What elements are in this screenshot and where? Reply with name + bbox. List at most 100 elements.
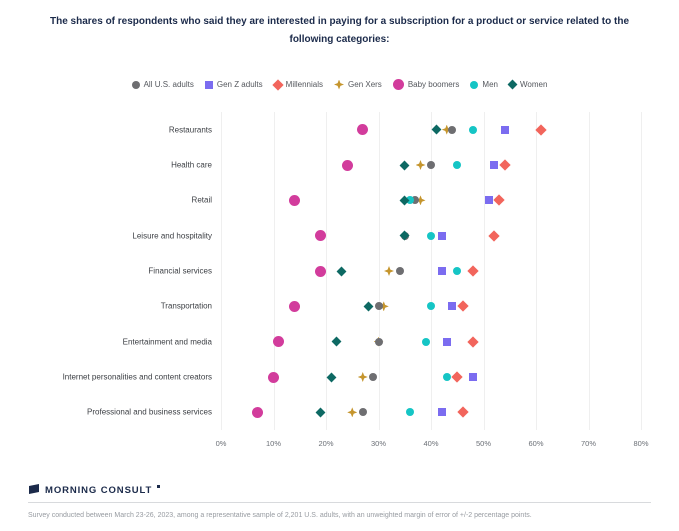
page-title: The shares of respondents who said they … xyxy=(49,16,630,45)
category-label: Internet personalities and content creat… xyxy=(62,372,212,382)
data-point xyxy=(467,265,479,277)
data-point xyxy=(406,408,414,417)
data-point xyxy=(326,372,337,382)
legend-label: Gen Xers xyxy=(348,80,382,89)
legend-item: All U.S. adults xyxy=(131,80,194,89)
square-marker xyxy=(204,80,213,89)
data-point xyxy=(369,373,378,381)
data-point xyxy=(488,229,500,242)
category-label: Professional and business services xyxy=(87,407,212,417)
footer: MORNING CONSULT Survey conducted between… xyxy=(28,484,651,519)
data-point xyxy=(406,196,414,205)
data-point xyxy=(331,336,342,347)
legend-item: Women xyxy=(507,79,548,90)
legend-item: Gen Xers xyxy=(334,79,382,90)
data-point xyxy=(498,159,511,171)
category-label: Health care xyxy=(171,160,212,170)
data-point xyxy=(378,301,389,312)
x-tick-label: 70% xyxy=(580,439,597,448)
circle-marker xyxy=(470,80,479,89)
data-point xyxy=(273,336,285,348)
data-point xyxy=(347,407,358,418)
data-point xyxy=(415,160,426,170)
gridline xyxy=(378,112,380,430)
gridline xyxy=(431,112,432,430)
data-point xyxy=(289,194,300,206)
dot-plot-chart: Restaurants Health care Retail Leisure and … xyxy=(0,112,679,448)
data-point xyxy=(535,123,547,136)
data-point xyxy=(490,161,498,169)
data-point xyxy=(442,373,451,381)
data-point xyxy=(441,124,452,135)
legend-item: Baby boomers xyxy=(392,79,460,90)
logo-text: MORNING CONSULT xyxy=(45,484,153,496)
gridline xyxy=(221,112,222,430)
data-point xyxy=(252,406,264,418)
data-point xyxy=(421,337,430,346)
diamond-marker xyxy=(507,79,518,90)
data-point xyxy=(469,373,477,381)
x-tick-label: 80% xyxy=(633,439,649,448)
circle-marker xyxy=(131,80,140,89)
plot-area: 0% 10% 20% 30% 40% 50% 60% 70% 80% xyxy=(216,112,649,448)
logo-trademark-mark xyxy=(157,485,161,488)
data-point xyxy=(399,160,410,170)
data-point xyxy=(268,371,279,383)
legend-item: Millennials xyxy=(271,78,323,91)
logo-flag-icon xyxy=(29,484,39,494)
data-point xyxy=(357,124,369,136)
category-label: Financial services xyxy=(148,266,212,276)
category-label: Retail xyxy=(191,195,212,205)
gridline xyxy=(588,112,590,430)
data-point xyxy=(336,266,347,276)
legend: All U.S. adults Gen Z adults Millennials Ge… xyxy=(0,78,679,91)
data-point xyxy=(374,337,383,346)
x-tick-label: 50% xyxy=(475,439,492,448)
data-point xyxy=(431,124,442,135)
data-point xyxy=(437,231,446,240)
data-point xyxy=(395,267,404,275)
x-tick-label: 20% xyxy=(318,439,334,448)
gridline xyxy=(273,112,275,430)
gridline xyxy=(326,112,327,430)
data-point xyxy=(442,337,451,346)
data-point xyxy=(453,267,462,275)
data-point xyxy=(315,230,327,242)
category-axis: Restaurants Health care Retail Leisure and … xyxy=(0,112,212,430)
category-label: Transportation xyxy=(160,301,212,311)
data-point xyxy=(437,408,446,417)
legend-label: Gen Z adults xyxy=(216,80,263,89)
data-point xyxy=(427,161,435,169)
legend-label: Baby boomers xyxy=(407,80,460,89)
data-point xyxy=(315,265,327,277)
category-label: Leisure and hospitality xyxy=(132,231,212,241)
data-point xyxy=(437,267,446,275)
data-point xyxy=(467,335,479,348)
legend-label: Men xyxy=(482,80,498,89)
legend-item: Men xyxy=(470,80,498,89)
data-point xyxy=(289,300,300,312)
legend-label: Women xyxy=(519,80,548,89)
star4-marker xyxy=(334,79,345,90)
data-point xyxy=(448,302,456,311)
x-tick-label: 10% xyxy=(265,439,282,448)
data-point xyxy=(500,125,509,134)
data-point xyxy=(363,301,373,312)
gridline xyxy=(641,112,642,430)
data-point xyxy=(456,406,469,418)
data-point xyxy=(448,125,456,134)
x-tick-label: 0% xyxy=(215,439,227,448)
data-point xyxy=(411,196,420,205)
data-point xyxy=(456,300,469,312)
x-tick-label: 30% xyxy=(370,439,387,448)
logo: MORNING CONSULT xyxy=(28,484,651,496)
data-point xyxy=(374,302,383,311)
data-point xyxy=(493,194,505,206)
data-point xyxy=(315,407,326,418)
data-point xyxy=(399,230,410,241)
data-point xyxy=(357,372,368,382)
data-point xyxy=(341,159,353,171)
data-point xyxy=(484,196,493,205)
data-point xyxy=(384,266,394,276)
footnote: Survey conducted between March 23-26, 20… xyxy=(28,512,532,519)
